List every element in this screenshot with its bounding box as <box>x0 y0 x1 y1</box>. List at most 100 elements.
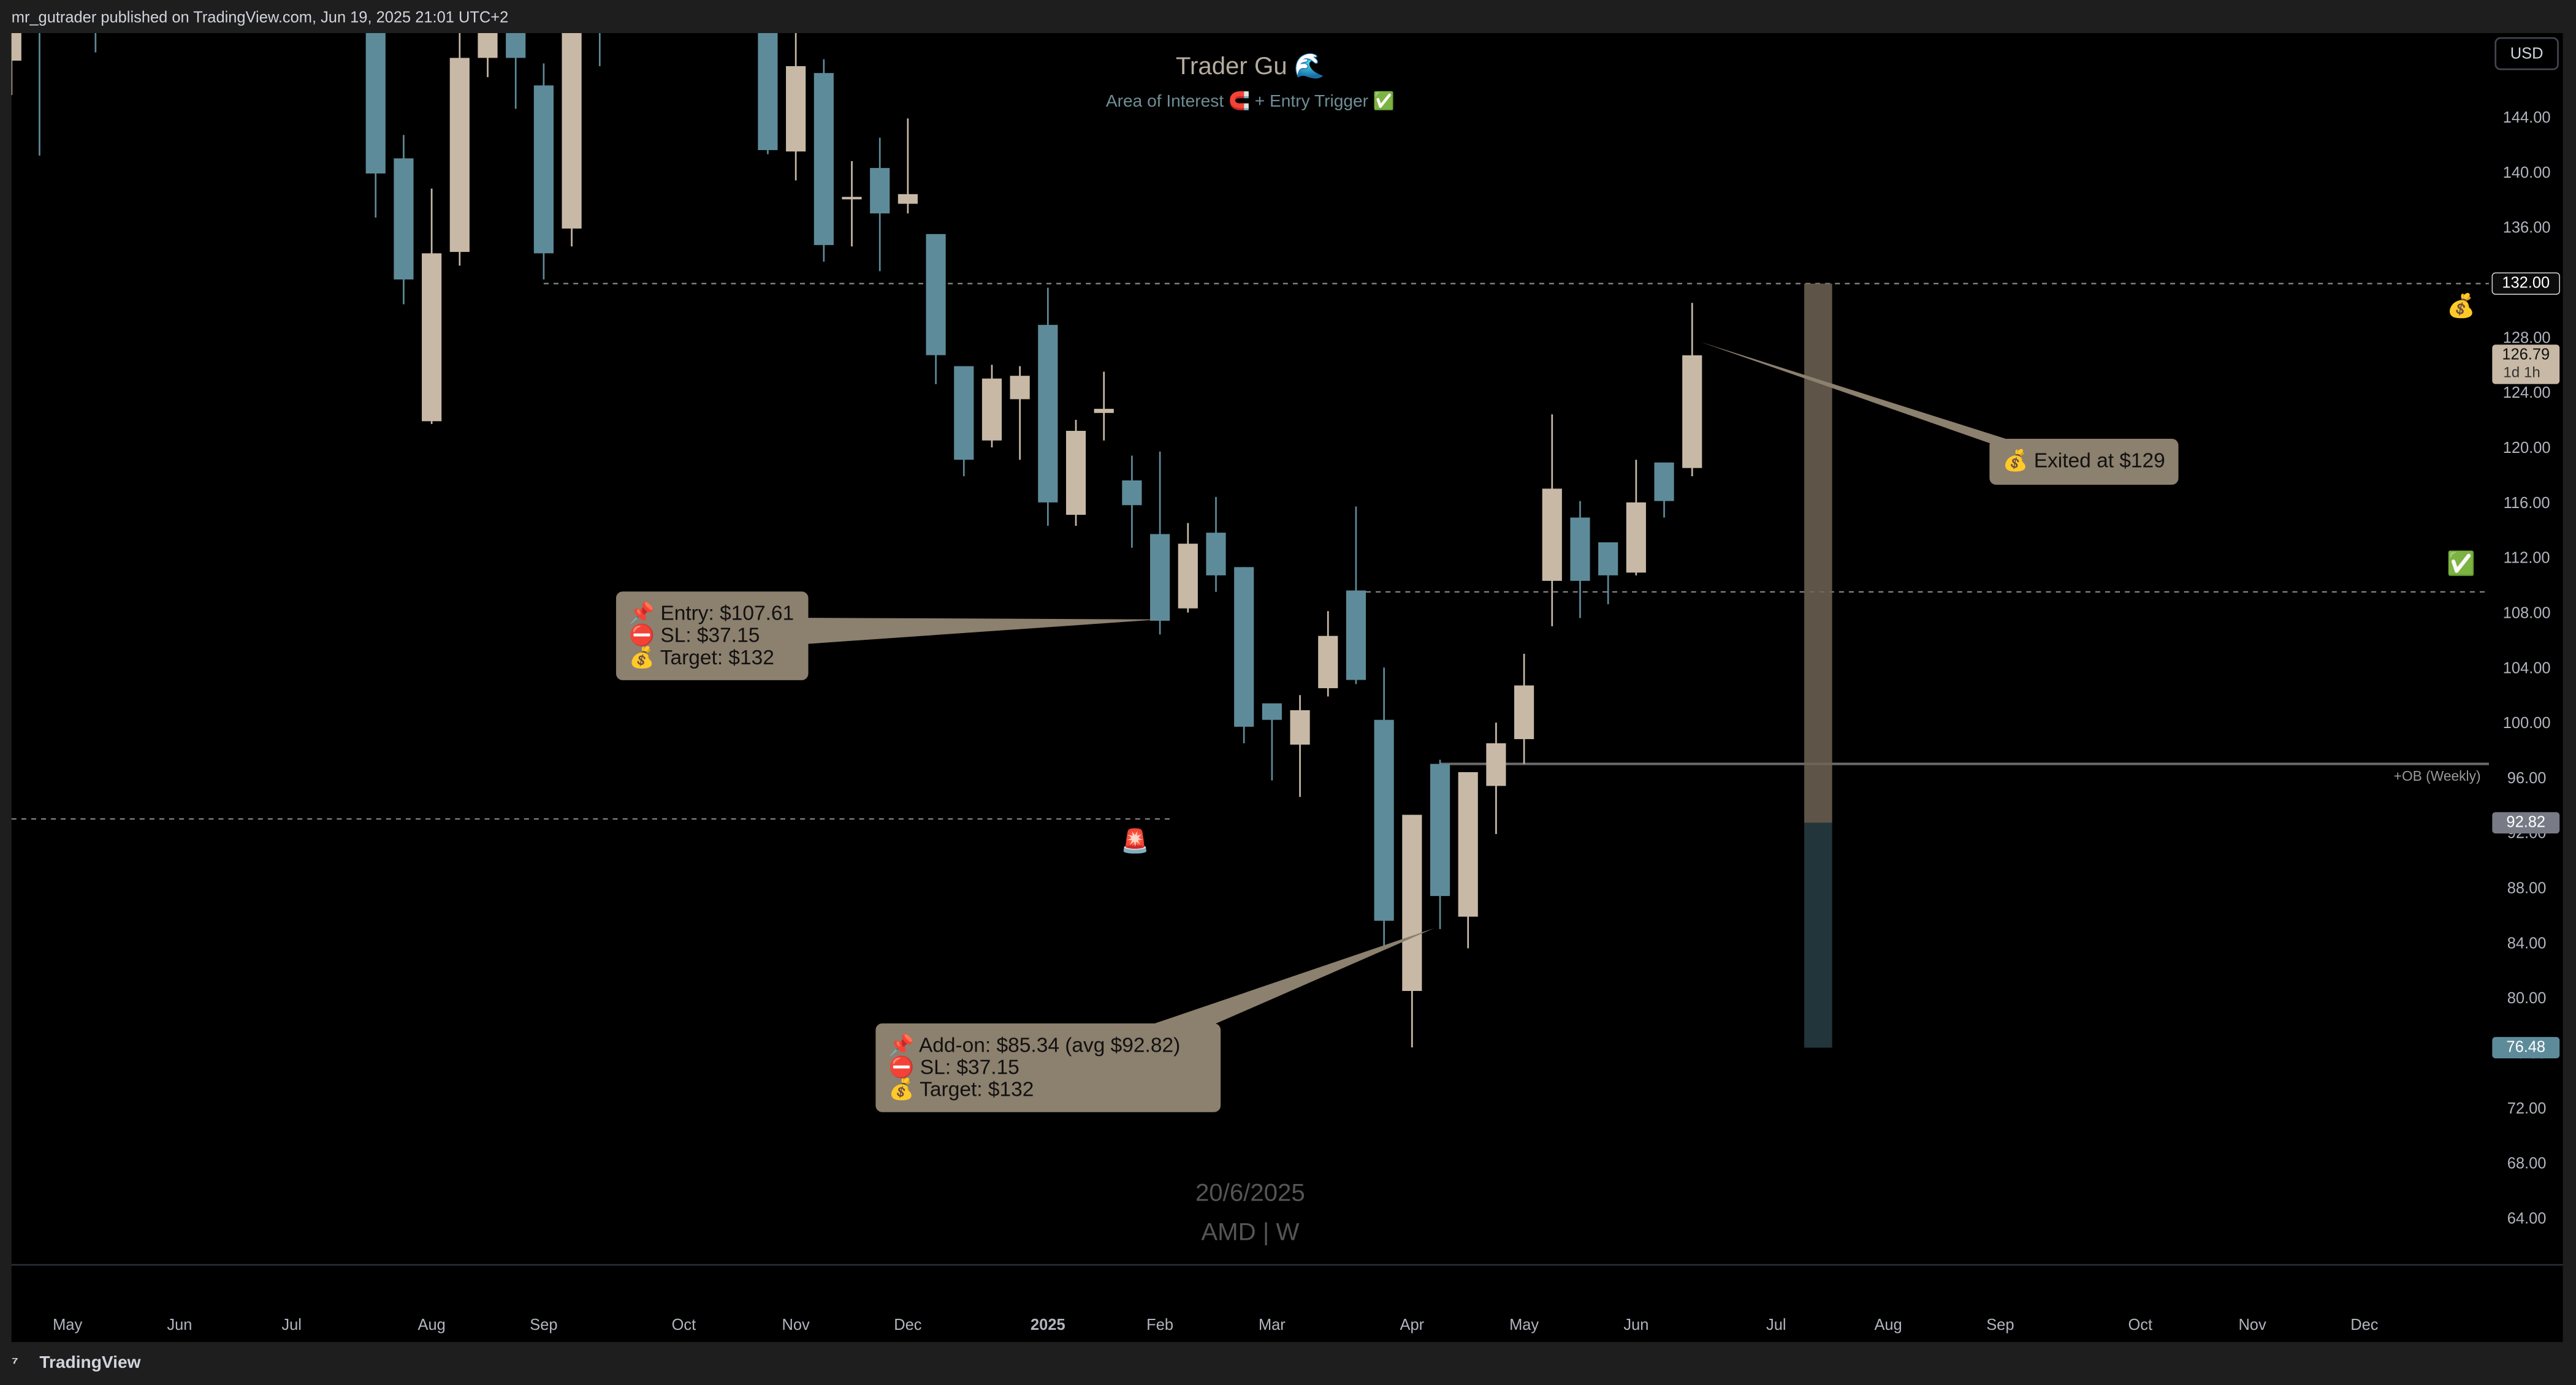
x-tick-label: May <box>1509 1316 1539 1334</box>
candle-body <box>506 33 526 58</box>
candle-body <box>1094 409 1114 413</box>
y-tick-label: 124.00 <box>2503 384 2551 401</box>
plot <box>11 33 2489 1048</box>
callout-pointer <box>805 618 1160 644</box>
y-tick-label: 136.00 <box>2503 219 2551 237</box>
y-tick-label: 96.00 <box>2507 770 2547 787</box>
y-tick-label: 72.00 <box>2507 1100 2547 1117</box>
x-tick-label: Dec <box>2350 1316 2379 1334</box>
y-tick-label: 144.00 <box>2503 109 2551 126</box>
chart-subtitle: Area of Interest 🧲 + Entry Trigger ✅ <box>1106 91 1395 111</box>
candle-body <box>786 66 806 152</box>
price-label: 92.82 <box>2506 813 2545 830</box>
x-tick-label: Jun <box>167 1316 192 1334</box>
candle-body <box>1150 534 1170 621</box>
x-tick-label: Jun <box>1623 1316 1648 1334</box>
y-tick-label: 104.00 <box>2503 659 2551 677</box>
x-tick-label: Jul <box>281 1316 302 1334</box>
y-tick-label: 80.00 <box>2507 990 2547 1007</box>
y-tick-label: 120.00 <box>2503 439 2551 457</box>
callout-box <box>875 1023 1221 1112</box>
x-tick-label: Apr <box>1400 1316 1425 1334</box>
callout-text: 📌 Add-on: $85.34 (avg $92.82) <box>889 1032 1180 1057</box>
x-tick-label: Dec <box>894 1316 922 1334</box>
x-tick-label: Oct <box>672 1316 696 1334</box>
callout-pointer <box>1700 341 2011 444</box>
candle-body <box>562 33 582 229</box>
level-label: +OB (Weekly) <box>2394 768 2481 784</box>
y-tick-label: 100.00 <box>2503 715 2551 732</box>
watermark: 20/6/2025 <box>1195 1178 1305 1206</box>
candle-body <box>1346 590 1366 680</box>
candle-body <box>1626 502 1646 573</box>
callout-box <box>1989 438 2179 485</box>
y-tick-label: 128.00 <box>2503 329 2551 346</box>
candle-body <box>981 378 1002 441</box>
candle-body <box>1206 533 1226 575</box>
price-label: 132.00 <box>2502 274 2550 291</box>
x-tick-label: Nov <box>782 1316 810 1334</box>
candle-body <box>1458 772 1478 917</box>
last-price: 126.79 <box>2502 346 2550 363</box>
callout-text: 💰 Exited at $129 <box>2003 448 2165 472</box>
candle-body <box>1514 685 1534 740</box>
x-tick-label: 2025 <box>1031 1316 1065 1334</box>
header: mr_gutrader published on TradingView.com… <box>12 9 508 26</box>
countdown: 1d 1h <box>2503 365 2540 381</box>
candle-body <box>1570 517 1590 581</box>
candle-body <box>1542 488 1562 581</box>
y-tick-label: 88.00 <box>2507 880 2547 897</box>
candle-body <box>533 85 554 254</box>
candle-body <box>478 33 498 58</box>
candle-body <box>11 33 21 61</box>
price-label-box <box>2491 272 2561 295</box>
candle-body <box>1065 431 1086 515</box>
x-tick-label: Feb <box>1146 1316 1173 1334</box>
candle-body <box>1038 325 1058 503</box>
candle-body <box>814 73 834 245</box>
candle-body <box>1486 743 1506 786</box>
y-tick-label: 68.00 <box>2507 1155 2547 1172</box>
callout-text: 📌 Entry: $107.61 <box>629 601 794 625</box>
candle-body <box>1290 710 1310 745</box>
position-profit <box>1804 283 1832 823</box>
x-tick-label: Jul <box>1766 1316 1786 1334</box>
candle-body <box>897 194 918 204</box>
candle-body <box>1178 544 1198 609</box>
candle-body <box>1122 480 1142 506</box>
x-tick-label: May <box>53 1316 82 1334</box>
callout-text: 💰 Target: $132 <box>629 645 774 670</box>
logo-mark: ⁷ <box>12 1353 18 1372</box>
candle-body <box>1318 636 1338 688</box>
position-risk <box>1804 822 1832 1048</box>
candle-body <box>365 33 386 174</box>
callout-text: ⛔ SL: $37.15 <box>889 1055 1019 1079</box>
x-tick-label: Sep <box>1986 1316 2014 1334</box>
footer-logo[interactable]: TradingView <box>39 1353 140 1372</box>
watermark: AMD | W <box>1201 1218 1299 1246</box>
price-label-box <box>2492 812 2560 834</box>
currency-button[interactable] <box>2494 37 2559 70</box>
candle-body <box>394 158 414 280</box>
y-tick-label: 108.00 <box>2503 604 2551 621</box>
candle-body <box>842 197 862 200</box>
candle-body <box>1374 719 1394 921</box>
currency[interactable]: USD <box>2510 45 2544 63</box>
y-tick-label: 140.00 <box>2503 164 2551 181</box>
candle-body <box>758 33 778 150</box>
candle-body <box>1654 462 1674 501</box>
x-tick-label: Nov <box>2238 1316 2266 1334</box>
candle-body <box>422 253 442 422</box>
candle-body <box>1682 355 1702 468</box>
candle-body <box>870 168 890 214</box>
candle-body <box>1234 567 1254 727</box>
price-label-box <box>2492 1037 2560 1058</box>
x-tick-label: Aug <box>417 1316 445 1334</box>
x-tick-label: Aug <box>1874 1316 1902 1334</box>
candle-body <box>954 366 974 460</box>
x-tick-label: Oct <box>2128 1316 2153 1334</box>
x-tick-label: Mar <box>1259 1316 1286 1334</box>
marker: 💰 <box>2447 292 2475 319</box>
chart-title: Trader Gu 🌊 <box>1176 51 1325 80</box>
